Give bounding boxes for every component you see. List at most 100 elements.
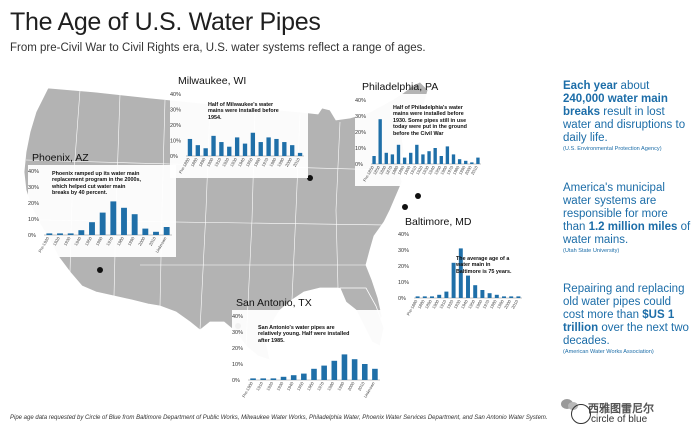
x-tick-label: 1900 (205, 156, 214, 167)
x-tick-label: 1920 (265, 380, 274, 391)
bar-1980 (331, 360, 338, 380)
bar-1910 (260, 378, 267, 380)
y-tick-label: 10% (28, 217, 39, 223)
y-tick-label: 40% (232, 314, 243, 320)
stat-2-source: (American Water Works Association) (563, 349, 654, 355)
x-tick-label: 1960 (95, 235, 104, 246)
y-tick-label: 30% (28, 185, 39, 191)
x-tick-label: 1940 (427, 164, 436, 175)
x-tick-label: 1950 (84, 235, 93, 246)
x-tick-label: 2000 (464, 164, 473, 175)
x-tick-label: 1910 (213, 156, 222, 167)
y-tick-label: 20% (232, 346, 243, 352)
x-tick-label: 2000 (137, 235, 146, 246)
y-tick-label: 40% (28, 169, 39, 175)
x-tick-label: 1930 (63, 235, 72, 246)
baltimore-chart: 40% 30% 20% 10% 0% Pre-1880 1880 1890 1900 1910 19… (398, 228, 526, 320)
x-tick-label: 1920 (52, 235, 61, 246)
x-tick-label: 2010 (510, 298, 519, 309)
x-tick-label: 1920 (415, 164, 424, 175)
y-tick-label: 0% (398, 296, 406, 302)
bar-unknown (372, 368, 378, 380)
bar-1930 (234, 137, 240, 156)
bar-1930 (280, 376, 287, 380)
x-tick-label: 1950 (245, 156, 254, 167)
bar-1920 (227, 146, 232, 156)
stat-0-bold2: 240,000 water main breaks (563, 93, 668, 118)
bar-2010 (476, 157, 480, 164)
y-tick-label: 40% (170, 92, 181, 98)
stat-2-mid: over the next two decades. (563, 322, 689, 347)
page-title: The Age of U.S. Water Pipes (10, 8, 321, 36)
y-tick-label: 0% (355, 162, 363, 168)
bar-1950 (250, 132, 256, 156)
bar-pre-1850 (372, 156, 376, 164)
bar-pre-1880 (415, 296, 420, 298)
phoenix-label: Phoenix, AZ (32, 152, 89, 164)
stat-2-pre: Repairing and replacing old water pipes … (563, 283, 685, 321)
x-tick-label: 1970 (445, 164, 454, 175)
milwaukee-note: Half of Milwaukee's water mains were ins… (208, 102, 279, 121)
watermark-text: 西雅图雷尼尔 (588, 403, 654, 415)
x-tick-label: 2010 (148, 235, 157, 246)
bar-2010 (516, 296, 521, 298)
bar-1990 (502, 296, 506, 298)
x-tick-label: 1980 (268, 156, 277, 167)
bar-1900 (211, 135, 216, 156)
bar-1990 (464, 160, 468, 164)
bar-1960 (258, 142, 263, 156)
x-tick-label: 1850 (372, 164, 381, 175)
y-tick-label: 40% (355, 98, 366, 104)
philadelphia-note: Half of Philadelphia's water mains were … (393, 105, 467, 137)
x-tick-label: 1980 (116, 235, 125, 246)
x-tick-label: 1990 (336, 380, 345, 391)
x-tick-label: 2010 (470, 164, 479, 175)
stat-2-bold: $US 1 trillion (563, 309, 675, 334)
x-tick-label: 1890 (198, 156, 207, 167)
bar-1910 (219, 142, 224, 156)
y-tick-label: 10% (355, 146, 366, 152)
x-tick-label: 1940 (286, 380, 295, 391)
bar-pre-1920 (46, 233, 53, 235)
san-antonio-chart: 40% 30% 20% 10% 0% Pre-1900 1910 1920 1930 1940 19… (232, 310, 384, 402)
bar-2000 (470, 162, 474, 164)
y-tick-label: 0% (232, 378, 240, 384)
san-antonio-label: San Antonio, TX (236, 297, 312, 309)
bar-1890 (402, 157, 407, 164)
bar-1970 (451, 154, 456, 164)
x-tick-label: 1990 (458, 164, 467, 175)
x-tick-label: 1920 (221, 156, 230, 167)
san-antonio-note: San Antonio's water pipes are relatively… (258, 325, 350, 344)
bar-1940 (78, 230, 85, 235)
bar-1930 (67, 233, 74, 235)
x-tick-label: 1910 (255, 380, 264, 391)
bar-1890 (430, 296, 434, 298)
bar-2000 (142, 228, 149, 235)
stat-1-pre: America's municipal water systems are re… (563, 182, 668, 233)
y-tick-label: 0% (170, 154, 178, 160)
x-tick-label: 1970 (481, 298, 490, 309)
bar-1920 (421, 154, 425, 164)
bar-1940 (290, 375, 297, 380)
x-tick-label: 1900 (403, 164, 412, 175)
phoenix-dot (97, 267, 103, 273)
phoenix-chart: 40% 30% 20% 10% 0% Pre-1920 1920 1930 1940 1950 19… (28, 165, 176, 257)
x-tick-label: Pre-1900 (241, 380, 254, 398)
stat-replacement-cost: Repairing and replacing old water pipes … (563, 283, 693, 356)
philadelphia-chart: 40% 30% 20% 10% 0% Pre-1850 1850 1860 1870 1880 18… (355, 94, 485, 186)
bar-1990 (131, 214, 138, 235)
bar-pre-1880 (187, 138, 193, 156)
x-tick-label: 1890 (424, 298, 433, 309)
bar-1880 (396, 144, 401, 164)
x-tick-label: Unknown (154, 235, 167, 253)
bar-1860 (384, 152, 388, 164)
x-tick-label: 1980 (489, 298, 498, 309)
x-tick-label: 1990 (127, 235, 136, 246)
stat-0-post: result in lost water and disruptions to … (563, 106, 686, 144)
bar-unknown (163, 227, 170, 235)
x-tick-label: 1960 (474, 298, 483, 309)
bar-1890 (203, 148, 208, 156)
phoenix-note: Phoenix ramped up its water main replace… (52, 171, 141, 197)
x-tick-label: 1880 (417, 298, 426, 309)
x-tick-label: 1880 (390, 164, 399, 175)
